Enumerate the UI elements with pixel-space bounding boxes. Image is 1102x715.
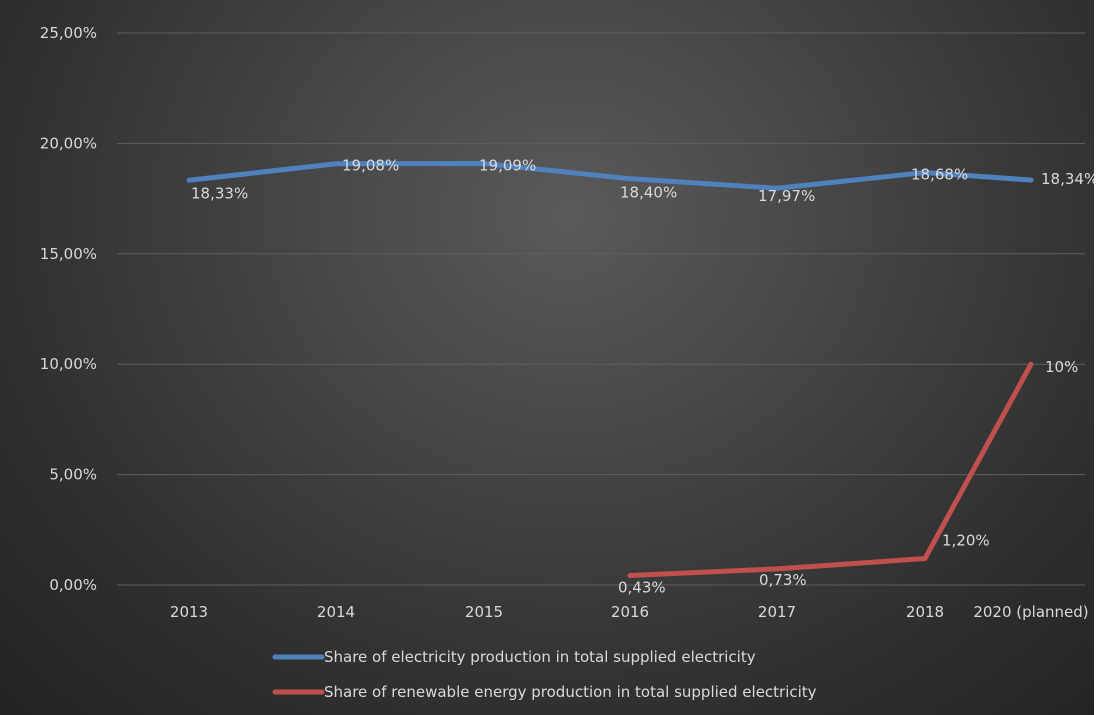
x-tick-label: 2014 <box>317 603 355 621</box>
data-label: 1,20% <box>942 532 990 550</box>
x-tick-label: 2020 (planned) <box>973 603 1088 621</box>
data-labels: 18,33% 19,08% 19,09% 18,40% 17,97% 18,68% 18,3… <box>191 156 1094 596</box>
series-line-1 <box>186 160 1034 191</box>
x-tick-label: 2015 <box>465 603 503 621</box>
y-tick-label: 10,00% <box>40 355 97 373</box>
legend-label: Share of renewable energy production in … <box>324 683 817 701</box>
x-tick-label: 2013 <box>170 603 208 621</box>
data-label: 0,43% <box>618 579 666 597</box>
data-label: 18,33% <box>191 184 248 202</box>
y-tick-label: 0,00% <box>49 576 97 594</box>
x-axis-tick-labels: 2013 2014 2015 2016 2017 2018 2020 (planned) <box>170 603 1089 621</box>
y-tick-label: 15,00% <box>40 245 97 263</box>
y-axis-tick-labels: 0,00% 5,00% 10,00% 15,00% 20,00% 25,00% <box>40 24 97 594</box>
data-label: 0,73% <box>759 571 807 589</box>
series-lines <box>186 160 1034 579</box>
data-label: 18,68% <box>911 166 968 184</box>
x-tick-label: 2018 <box>906 603 944 621</box>
data-label: 19,08% <box>342 157 399 175</box>
data-label: 19,09% <box>479 156 536 174</box>
data-label: 17,97% <box>758 187 815 205</box>
data-label: 18,40% <box>620 184 677 202</box>
series-line-2 <box>627 361 1034 579</box>
data-label: 18,34% <box>1041 170 1094 188</box>
x-tick-label: 2017 <box>758 603 796 621</box>
data-label: 10% <box>1045 358 1078 376</box>
legend-label: Share of electricity production in total… <box>324 648 756 666</box>
y-tick-label: 25,00% <box>40 24 97 42</box>
legend: Share of electricity production in total… <box>272 648 817 701</box>
gridlines <box>117 32 1085 586</box>
y-tick-label: 5,00% <box>49 466 97 484</box>
y-tick-label: 20,00% <box>40 134 97 152</box>
x-tick-label: 2016 <box>611 603 649 621</box>
